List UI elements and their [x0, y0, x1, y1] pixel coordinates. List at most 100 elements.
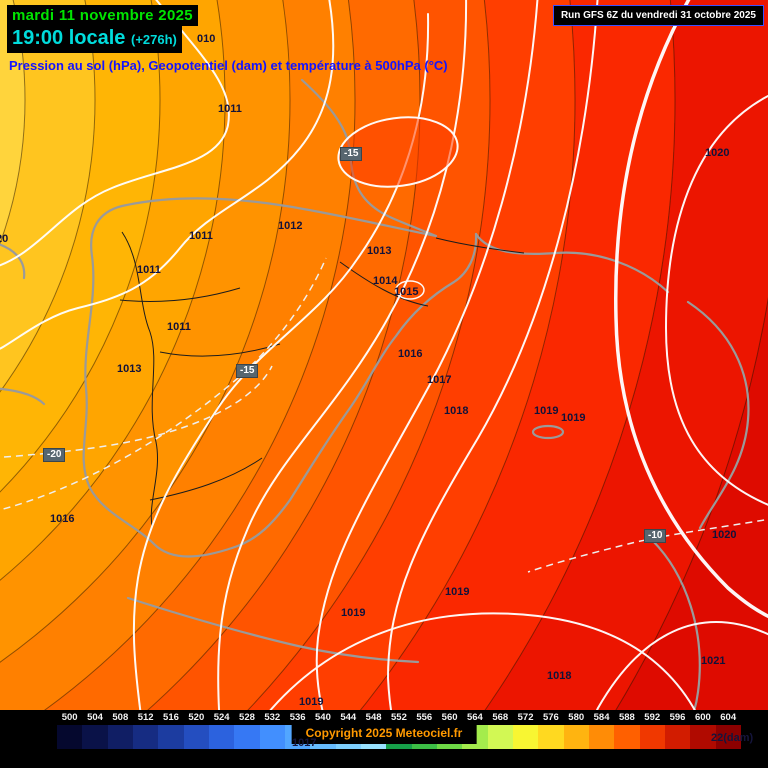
scale-cell	[690, 725, 716, 749]
scale-cell	[107, 725, 133, 749]
scale-cell	[487, 725, 513, 749]
scale-cell	[588, 725, 615, 749]
time-row: 19:00 locale (+276h)	[7, 26, 448, 53]
scale-value: 592	[644, 712, 661, 723]
isobar-path	[229, 612, 719, 768]
isobar-small-loop	[395, 280, 425, 300]
header: mardi 11 novembre 2025 19:00 locale (+27…	[7, 5, 448, 73]
pressure-label: 1019	[341, 607, 366, 619]
pressure-label: 1011	[137, 264, 161, 276]
scale-value: 556	[416, 712, 433, 723]
forecast-offset-label: (+276h)	[130, 32, 177, 47]
island-outline	[531, 424, 565, 440]
pressure-label: 1013	[117, 363, 142, 375]
isobar-path	[664, 95, 768, 506]
map-subtitle: Pression au sol (hPa), Geopotentiel (dam…	[9, 58, 448, 73]
scale-cell	[538, 725, 564, 749]
river-path	[159, 343, 281, 357]
scale-value: 516	[163, 712, 179, 723]
isobar-path	[0, 0, 335, 350]
scale-cell	[259, 725, 285, 749]
scale-cell	[183, 725, 209, 749]
coastline-path	[126, 596, 420, 664]
isobar-closed-low	[337, 116, 459, 188]
temperature-label: -15	[340, 147, 363, 161]
pressure-label: 1020	[712, 529, 737, 541]
scale-values-row: 500 504 508 512 516 520 524 528 532 536 540 544 548 5…	[57, 712, 741, 724]
river-path	[149, 457, 263, 501]
pressure-label: 1011	[167, 321, 191, 333]
scale-value: 532	[264, 712, 281, 723]
pressure-label: 1016	[398, 348, 423, 360]
geopotential-scale-bar: 500 504 508 512 516 520 524 528 532 536 540 544 548 5…	[0, 710, 768, 768]
scale-value: 588	[618, 712, 635, 723]
scale-value: 604	[720, 712, 737, 723]
scale-value: 568	[492, 712, 509, 723]
temperature-label: -10	[644, 529, 667, 543]
scale-value: 504	[87, 712, 103, 723]
scale-value: 572	[517, 712, 534, 723]
pressure-label: 1016	[50, 513, 75, 525]
isobar-path	[614, 0, 768, 619]
coastline-path	[230, 232, 478, 550]
coastline-path	[90, 197, 438, 258]
scale-cell	[132, 725, 159, 749]
temperature-label: -15	[236, 364, 259, 378]
isotherms	[0, 257, 768, 573]
scale-value: 564	[466, 712, 483, 723]
borders-rivers	[119, 231, 525, 527]
coastline-path	[300, 78, 438, 238]
coastline-path	[82, 254, 234, 558]
river-path	[119, 287, 241, 302]
coastline-path	[0, 387, 46, 406]
pressure-label: 1019	[534, 405, 559, 417]
scale-cell	[512, 725, 539, 749]
scale-cell	[715, 725, 741, 749]
border-path	[435, 237, 525, 254]
pressure-label: 1017	[427, 374, 452, 386]
pressure-label: 1020	[705, 147, 730, 159]
scale-value: 508	[112, 712, 129, 723]
scale-value: 596	[669, 712, 686, 723]
scale-value: 544	[340, 712, 357, 723]
scale-value: 500	[61, 712, 78, 723]
pressure-label: 1019	[445, 586, 470, 598]
pressure-label: 1014	[373, 275, 398, 287]
scale-cell	[614, 725, 640, 749]
scale-cell	[664, 725, 691, 749]
scale-value: 528	[239, 712, 255, 723]
copyright-label: Copyright 2025 Meteociel.fr	[291, 722, 477, 744]
pressure-label: 20	[0, 233, 9, 245]
scale-cell	[563, 725, 589, 749]
scale-cell	[158, 725, 184, 749]
date-label: mardi 11 novembre 2025	[7, 5, 198, 26]
scale-value: 520	[188, 712, 205, 723]
scale-value: 580	[568, 712, 585, 723]
scale-cell	[82, 725, 108, 749]
pressure-label: 1021	[701, 655, 726, 667]
isotherm-path	[0, 257, 327, 511]
isobar-path	[315, 0, 539, 768]
scale-cell	[57, 725, 83, 749]
pressure-label: 1018	[444, 405, 469, 417]
pressure-label: 1011	[218, 103, 242, 115]
scale-value: 600	[694, 712, 711, 723]
scale-value: 576	[542, 712, 559, 723]
river-path	[339, 261, 429, 307]
pressure-label: 1015	[394, 286, 419, 298]
scale-value: 552	[391, 712, 407, 723]
coastline-path	[474, 232, 670, 294]
pressure-label: 1013	[367, 245, 392, 257]
isotherm-path	[527, 518, 768, 573]
scale-value: 548	[365, 712, 382, 723]
scale-cell	[639, 725, 665, 749]
pressure-label: 1019	[299, 696, 324, 708]
scale-value: 540	[315, 712, 331, 723]
scale-cell	[234, 725, 260, 749]
scale-value: 524	[213, 712, 230, 723]
scale-value: 536	[289, 712, 306, 723]
run-info-box: Run GFS 6Z du vendredi 31 octobre 2025	[552, 5, 764, 26]
